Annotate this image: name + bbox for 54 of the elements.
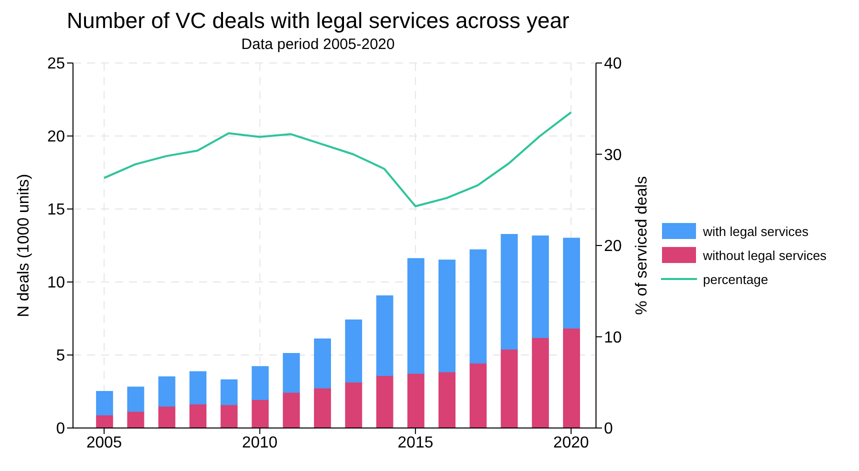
- bar: [407, 372, 424, 428]
- bar: [220, 379, 238, 406]
- legend-label: with legal services: [703, 224, 808, 238]
- bar: [158, 406, 176, 428]
- bar: [470, 249, 487, 364]
- x-tick-label: 2010: [242, 434, 278, 452]
- bar: [438, 371, 456, 428]
- bar: [345, 319, 362, 383]
- legend-label: percentage: [703, 272, 768, 286]
- bar: [563, 327, 580, 428]
- bar: [127, 410, 144, 428]
- bar: [345, 382, 362, 428]
- bar: [500, 234, 518, 350]
- bar: [532, 236, 549, 338]
- y2-axis-title: % of serviced deals: [634, 176, 651, 315]
- y2-tick-label: 10: [604, 329, 622, 346]
- bar: [500, 348, 518, 428]
- x-tick-label: 2015: [398, 434, 434, 452]
- bar: [282, 353, 300, 393]
- bar: [376, 374, 394, 428]
- y2-tick-label: 20: [604, 238, 622, 256]
- y2-tick-label: 30: [604, 146, 622, 164]
- bar: [563, 238, 580, 328]
- y-tick-label: 15: [47, 202, 66, 219]
- bar: [252, 366, 269, 400]
- bar: [532, 336, 549, 428]
- y-tick-label: 10: [47, 274, 66, 292]
- y-tick-label: 20: [47, 128, 66, 146]
- bar: [96, 391, 114, 416]
- bar: [220, 404, 238, 428]
- bar: [314, 387, 331, 428]
- bar: [407, 258, 424, 374]
- x-tick-label: 2005: [86, 434, 122, 452]
- y2-tick-label: 40: [604, 56, 622, 73]
- legend-label: without legal services: [703, 248, 827, 262]
- chart-subtitle: Data period 2005-2020: [240, 36, 396, 53]
- y-axis-title: N deals (1000 units): [16, 174, 33, 318]
- y-tick-label: 0: [56, 420, 66, 438]
- y-tick-label: 5: [56, 348, 66, 365]
- bar: [376, 295, 394, 376]
- chart-title: Number of VC deals with legal services across year: [66, 8, 570, 34]
- bar: [189, 403, 206, 428]
- bar: [127, 386, 144, 412]
- bar: [314, 338, 331, 388]
- bar: [438, 260, 456, 372]
- y2-tick-label: 0: [604, 420, 613, 438]
- bar: [252, 399, 269, 428]
- bar: [158, 376, 176, 407]
- y-tick-label: 25: [47, 56, 66, 73]
- line-series: [103, 111, 572, 208]
- bar: [189, 371, 206, 404]
- bar: [470, 362, 487, 428]
- bar: [282, 392, 300, 428]
- x-tick-label: 2020: [553, 434, 589, 452]
